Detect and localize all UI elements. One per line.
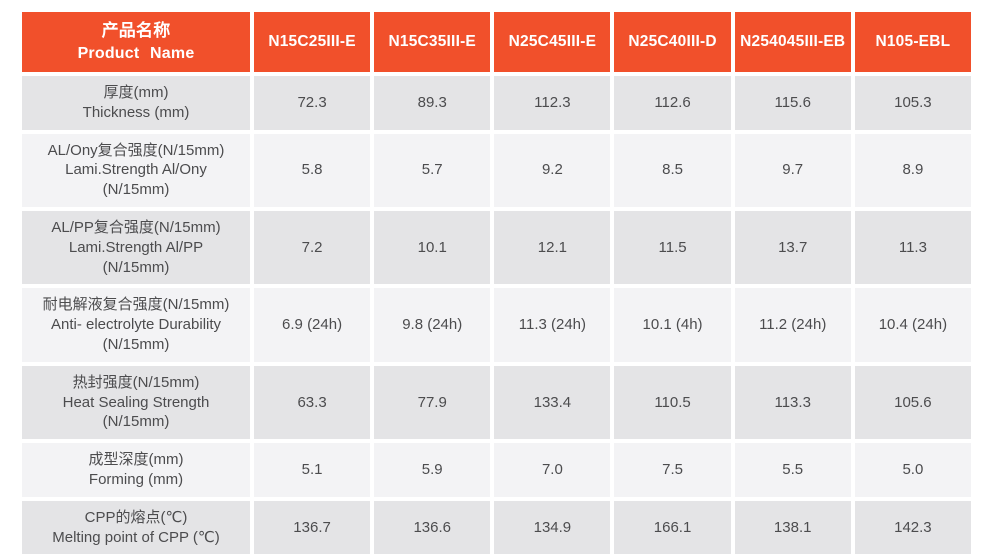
table-row: AL/Ony复合强度(N/15mm) Lami.Strength Al/Ony … [22,133,971,207]
row-label-en2: (N/15mm) [102,335,170,353]
row-label: 成型深度(mm) Forming (mm) [22,443,250,497]
row-label-zh: 厚度(mm) [103,84,169,101]
table-row: 热封强度(N/15mm) Heat Sealing Strength (N/15… [22,365,971,440]
row-label-en: Lami.Strength Al/Ony [65,161,207,179]
row-label-en: Lami.Strength Al/PP [68,238,204,256]
row-label-en: Melting point of CPP (℃) [52,528,220,546]
value-cell: 77.9 [374,365,491,440]
value-cell: 11.3 (24h) [494,288,611,362]
row-label-en2: (N/15mm) [102,258,170,276]
table-row: AL/PP复合强度(N/15mm) Lami.Strength Al/PP (N… [22,210,971,285]
value-cell: 11.5 [614,210,731,285]
row-label: 厚度(mm) Thickness (mm) [22,76,250,130]
value-cell: 7.0 [494,443,611,497]
value-cell: 113.3 [734,365,851,440]
row-label-zh: 成型深度(mm) [88,451,184,469]
value-cell: 133.4 [494,365,611,440]
product-name-header: 产品名称 Product Name [22,12,250,72]
value-cell: 9.7 [734,133,851,207]
value-cell: 5.7 [374,133,491,207]
row-label-en: Thickness (mm) [82,103,190,121]
row-label: 耐电解液复合强度(N/15mm) Anti- electrolyte Durab… [22,288,250,362]
row-label-en2: (N/15mm) [102,413,170,431]
column-header: N15C25III-E [254,12,371,72]
row-label-zh: AL/Ony复合强度(N/15mm) [47,141,225,159]
value-cell: 5.9 [374,443,491,497]
value-cell: 11.2 (24h) [734,288,851,362]
row-label: 热封强度(N/15mm) Heat Sealing Strength (N/15… [22,365,250,440]
product-spec-table: 产品名称 Product Name N15C25III-E N15C35III-… [18,8,975,558]
value-cell: 10.1 [374,210,491,285]
row-label-zh: 热封强度(N/15mm) [72,373,200,391]
value-cell: 105.3 [854,76,971,130]
table-row: CPP的熔点(℃) Melting point of CPP (℃) 136.7… [22,500,971,555]
value-cell: 10.1 (4h) [614,288,731,362]
value-cell: 112.6 [614,76,731,130]
value-cell: 136.6 [374,500,491,555]
value-cell: 136.7 [254,500,371,555]
row-label: AL/Ony复合强度(N/15mm) Lami.Strength Al/Ony … [22,133,250,207]
column-header: N15C35III-E [374,12,491,72]
row-label-zh: CPP的熔点(℃) [84,508,188,526]
value-cell: 8.5 [614,133,731,207]
value-cell: 110.5 [614,365,731,440]
column-header: N105-EBL [854,12,971,72]
value-cell: 5.5 [734,443,851,497]
value-cell: 138.1 [734,500,851,555]
value-cell: 166.1 [614,500,731,555]
value-cell: 5.0 [854,443,971,497]
value-cell: 12.1 [494,210,611,285]
row-label-en: Forming (mm) [88,470,184,488]
column-header: N254045III-EB [734,12,851,72]
value-cell: 72.3 [254,76,371,130]
table-row: 厚度(mm) Thickness (mm) 72.3 89.3 112.3 11… [22,76,971,130]
value-cell: 5.8 [254,133,371,207]
value-cell: 105.6 [854,365,971,440]
value-cell: 13.7 [734,210,851,285]
row-label-en: Heat Sealing Strength [62,393,210,411]
value-cell: 142.3 [854,500,971,555]
row-label-zh: AL/PP复合强度(N/15mm) [51,218,221,236]
column-header: N25C45III-E [494,12,611,72]
row-label-en2: (N/15mm) [102,181,170,199]
product-name-label-en: Product Name [77,44,195,62]
product-name-label-zh: 产品名称 [101,20,171,40]
row-label: CPP的熔点(℃) Melting point of CPP (℃) [22,500,250,555]
value-cell: 10.4 (24h) [854,288,971,362]
value-cell: 63.3 [254,365,371,440]
value-cell: 7.2 [254,210,371,285]
row-label: AL/PP复合强度(N/15mm) Lami.Strength Al/PP (N… [22,210,250,285]
value-cell: 8.9 [854,133,971,207]
product-spec-table-wrap: 产品名称 Product Name N15C25III-E N15C35III-… [22,12,971,555]
value-cell: 11.3 [854,210,971,285]
row-label-en: Anti- electrolyte Durability [50,316,222,334]
value-cell: 134.9 [494,500,611,555]
header-row: 产品名称 Product Name N15C25III-E N15C35III-… [22,12,971,72]
value-cell: 89.3 [374,76,491,130]
value-cell: 115.6 [734,76,851,130]
value-cell: 5.1 [254,443,371,497]
table-row: 成型深度(mm) Forming (mm) 5.1 5.9 7.0 7.5 5.… [22,443,971,497]
value-cell: 9.8 (24h) [374,288,491,362]
table-row: 耐电解液复合强度(N/15mm) Anti- electrolyte Durab… [22,288,971,362]
value-cell: 9.2 [494,133,611,207]
value-cell: 6.9 (24h) [254,288,371,362]
value-cell: 112.3 [494,76,611,130]
row-label-zh: 耐电解液复合强度(N/15mm) [42,296,230,314]
column-header: N25C40III-D [614,12,731,72]
value-cell: 7.5 [614,443,731,497]
